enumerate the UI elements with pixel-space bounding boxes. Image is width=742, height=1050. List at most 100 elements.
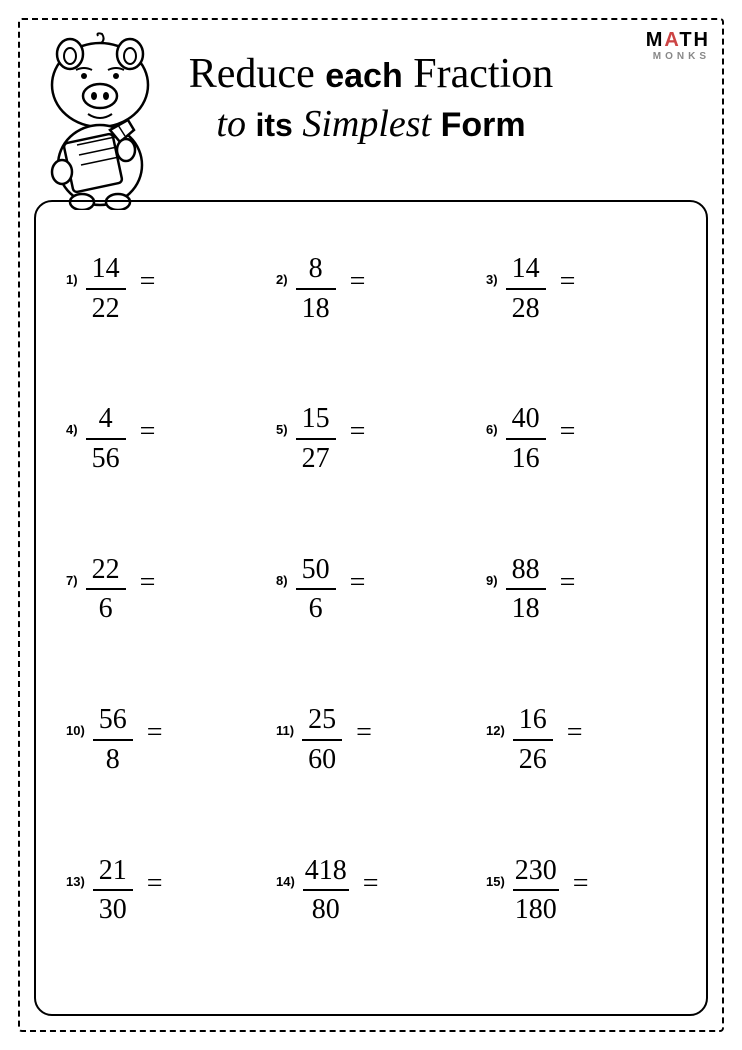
equals-sign: =: [140, 567, 156, 599]
equals-sign: =: [350, 416, 366, 448]
equals-sign: =: [350, 567, 366, 599]
equals-sign: =: [140, 266, 156, 298]
problem-cell: 1)1422=: [56, 242, 266, 392]
fraction: 230180: [513, 854, 559, 927]
fraction-bar: [303, 889, 349, 891]
fraction: 8818: [506, 553, 546, 626]
equals-sign: =: [363, 868, 379, 900]
pig-illustration-icon: [30, 30, 170, 210]
problem-number: 3): [486, 272, 498, 287]
problem-cell: 9) 8818 =: [476, 543, 686, 693]
denominator: 27: [300, 442, 332, 476]
fraction-bar: [506, 588, 546, 590]
logo-m: M: [646, 29, 665, 51]
problem-number: 1): [66, 272, 78, 287]
fraction-bar: [506, 438, 546, 440]
logo-main: MATH: [646, 30, 710, 50]
title-word-each: each: [325, 57, 403, 95]
logo-a: A: [664, 29, 679, 51]
numerator: 15: [300, 402, 332, 436]
equals-sign: =: [350, 266, 366, 298]
problem-cell: 8) 506 =: [266, 543, 476, 693]
numerator: 418: [303, 854, 349, 888]
fraction: 1422: [86, 252, 126, 325]
title-line-1: Reduce each Fraction: [91, 50, 651, 98]
problem-number: 15): [486, 874, 505, 889]
fraction-bar: [513, 889, 559, 891]
fraction: 4016: [506, 402, 546, 475]
numerator: 88: [510, 553, 542, 587]
fraction-bar: [506, 288, 546, 290]
fraction: 568: [93, 703, 133, 776]
numerator: 4: [97, 402, 115, 436]
page-title: Reduce each Fraction to its Simplest For…: [91, 50, 651, 146]
problems-grid: 1)1422=2)818=3)1428=4)456=5)1527=6)4016=…: [56, 242, 686, 994]
problem-number: 4): [66, 422, 78, 437]
fraction: 1428: [506, 252, 546, 325]
problem-cell: 3)1428=: [476, 242, 686, 392]
problem-number: 7): [66, 573, 78, 588]
denominator: 22: [90, 292, 122, 326]
denominator: 60: [306, 743, 338, 777]
fraction: 2130: [93, 854, 133, 927]
problem-number: 13): [66, 874, 85, 889]
denominator: 16: [510, 442, 542, 476]
fraction-bar: [86, 288, 126, 290]
denominator: 80: [310, 893, 342, 927]
problem-cell: 5) 15 27 =: [266, 392, 476, 542]
fraction: 2560: [302, 703, 342, 776]
fraction: 506: [296, 553, 336, 626]
problem-cell: 13) 2130 =: [56, 844, 266, 994]
denominator: 6: [307, 592, 325, 626]
fraction-bar: [296, 438, 336, 440]
problems-container: 1)1422=2)818=3)1428=4)456=5)1527=6)4016=…: [34, 200, 708, 1016]
problem-cell: 7)226=: [56, 543, 266, 693]
problem-cell: 10)568=: [56, 693, 266, 843]
fraction: 456: [86, 402, 126, 475]
fraction-bar: [86, 588, 126, 590]
numerator: 14: [90, 252, 122, 286]
denominator: 18: [300, 292, 332, 326]
logo-th: TH: [679, 29, 710, 51]
denominator: 180: [513, 893, 559, 927]
numerator: 230: [513, 854, 559, 888]
numerator: 40: [510, 402, 542, 436]
title-word-form: Form: [441, 106, 526, 144]
fraction-bar: [93, 739, 133, 741]
numerator: 8: [307, 252, 325, 286]
problem-number: 10): [66, 723, 85, 738]
denominator: 56: [90, 442, 122, 476]
logo: MATH MONKS: [646, 30, 710, 62]
equals-sign: =: [147, 868, 163, 900]
equals-sign: =: [560, 567, 576, 599]
denominator: 6: [97, 592, 115, 626]
problem-number: 8): [276, 573, 288, 588]
numerator: 22: [90, 553, 122, 587]
problem-number: 5): [276, 422, 288, 437]
problem-cell: 12) 1626 =: [476, 693, 686, 843]
fraction: 1626: [513, 703, 553, 776]
problem-cell: 2)818=: [266, 242, 476, 392]
numerator: 25: [306, 703, 338, 737]
numerator: 14: [510, 252, 542, 286]
logo-subtext: MONKS: [646, 52, 710, 62]
fraction-bar: [302, 739, 342, 741]
equals-sign: =: [140, 416, 156, 448]
fraction: 41880: [303, 854, 349, 927]
problem-cell: 6)4016=: [476, 392, 686, 542]
equals-sign: =: [356, 717, 372, 749]
numerator: 56: [97, 703, 129, 737]
problem-number: 6): [486, 422, 498, 437]
equals-sign: =: [567, 717, 583, 749]
problem-number: 12): [486, 723, 505, 738]
problem-number: 9): [486, 573, 498, 588]
fraction: 226: [86, 553, 126, 626]
title-word-its: its: [255, 107, 292, 143]
denominator: 8: [104, 743, 122, 777]
title-line-2: to its Simplest Form: [91, 102, 651, 146]
fraction-bar: [296, 288, 336, 290]
denominator: 28: [510, 292, 542, 326]
title-word-reduce: Reduce: [189, 51, 315, 97]
numerator: 16: [517, 703, 549, 737]
equals-sign: =: [560, 266, 576, 298]
